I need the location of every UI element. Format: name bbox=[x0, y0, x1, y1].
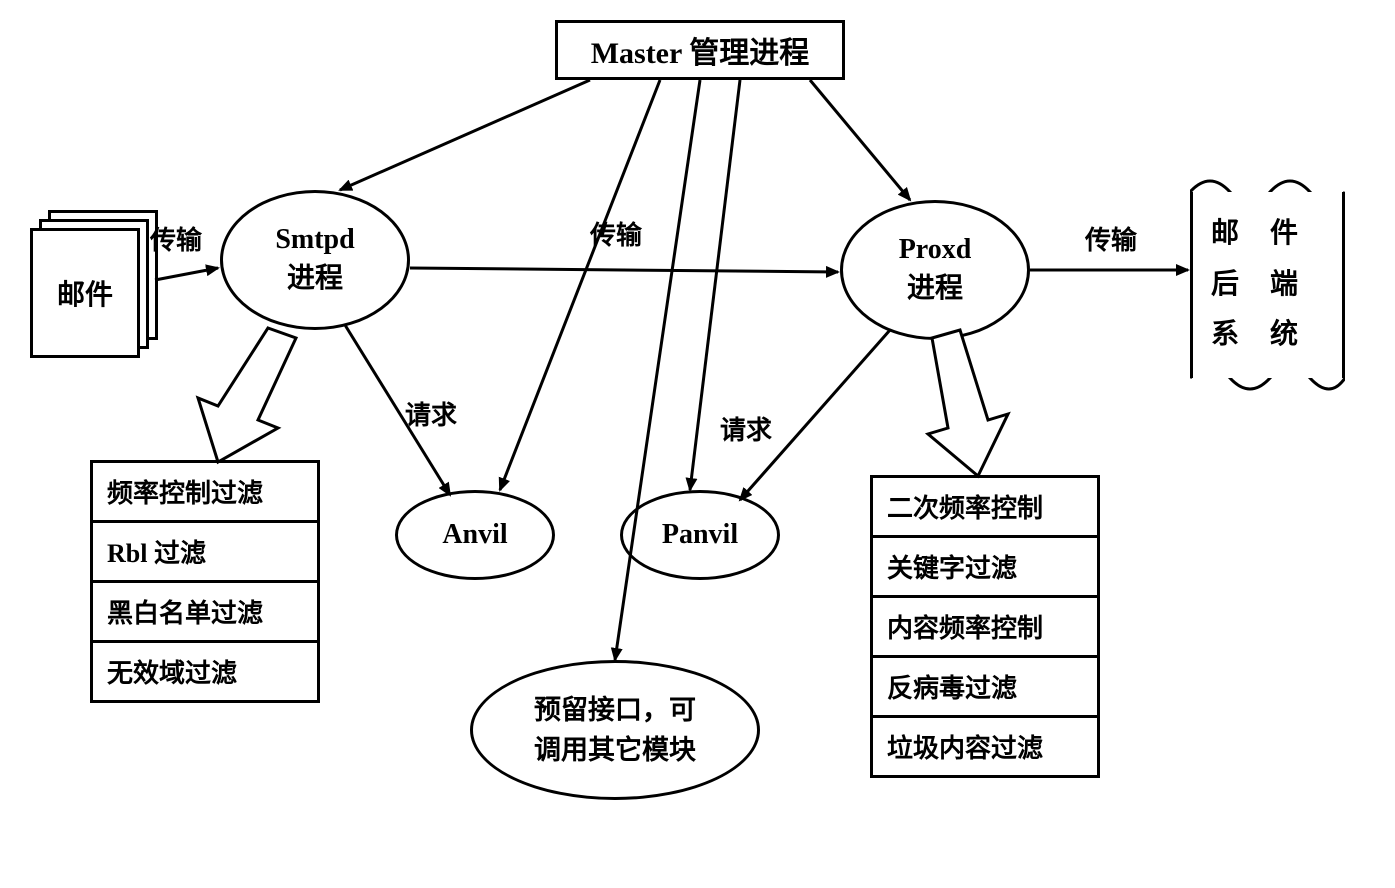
edge-label: 请求 bbox=[405, 395, 457, 432]
reserve-label1: 预留接口，可 bbox=[534, 690, 696, 731]
smtpd-node: Smtpd 进程 bbox=[220, 190, 410, 330]
panvil-label: Panvil bbox=[662, 519, 738, 551]
smtpd-filters-list: 频率控制过滤 Rbl 过滤 黑白名单过滤 无效域过滤 bbox=[90, 460, 320, 703]
proxd-node: Proxd 进程 bbox=[840, 200, 1030, 340]
reserve-node: 预留接口，可 调用其它模块 bbox=[470, 660, 760, 800]
backend-node: 邮 件后 端系 统 bbox=[1190, 170, 1345, 400]
list-item: 关键字过滤 bbox=[873, 538, 1097, 598]
big-arrow-proxd bbox=[928, 330, 1008, 476]
edge-label: 传输 bbox=[1085, 220, 1137, 257]
list-item: 垃圾内容过滤 bbox=[873, 718, 1097, 775]
anvil-node: Anvil bbox=[395, 490, 555, 580]
edge-label: 请求 bbox=[720, 410, 772, 447]
big-arrow-smtpd bbox=[198, 328, 296, 462]
anvil-label: Anvil bbox=[442, 519, 507, 551]
smtpd-label1: Smtpd bbox=[275, 224, 354, 256]
backend-label: 邮 件后 端系 统 bbox=[1211, 209, 1324, 360]
list-item: 无效域过滤 bbox=[93, 643, 317, 700]
list-item: 黑白名单过滤 bbox=[93, 583, 317, 643]
mail-label: 邮件 bbox=[57, 273, 113, 313]
proxd-filters-list: 二次频率控制 关键字过滤 内容频率控制 反病毒过滤 垃圾内容过滤 bbox=[870, 475, 1100, 778]
reserve-label2: 调用其它模块 bbox=[534, 730, 696, 771]
smtpd-label2: 进程 bbox=[287, 256, 343, 296]
list-item: 二次频率控制 bbox=[873, 478, 1097, 538]
proxd-label2: 进程 bbox=[907, 266, 963, 306]
diagram-canvas: Master 管理进程 邮件 Smtpd 进程 Proxd 进程 邮 件后 端系… bbox=[0, 0, 1395, 888]
master-label: Master 管理进程 bbox=[591, 28, 810, 72]
edge-label: 传输 bbox=[590, 215, 642, 252]
list-item: 内容频率控制 bbox=[873, 598, 1097, 658]
edge-label: 传输 bbox=[150, 220, 202, 257]
list-item: 反病毒过滤 bbox=[873, 658, 1097, 718]
list-item: 频率控制过滤 bbox=[93, 463, 317, 523]
list-item: Rbl 过滤 bbox=[93, 523, 317, 583]
proxd-label1: Proxd bbox=[899, 234, 972, 266]
panvil-node: Panvil bbox=[620, 490, 780, 580]
master-node: Master 管理进程 bbox=[555, 20, 845, 80]
mail-node: 邮件 bbox=[30, 210, 160, 360]
